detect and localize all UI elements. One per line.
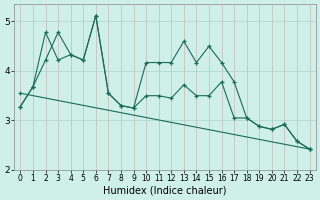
X-axis label: Humidex (Indice chaleur): Humidex (Indice chaleur) bbox=[103, 186, 227, 196]
